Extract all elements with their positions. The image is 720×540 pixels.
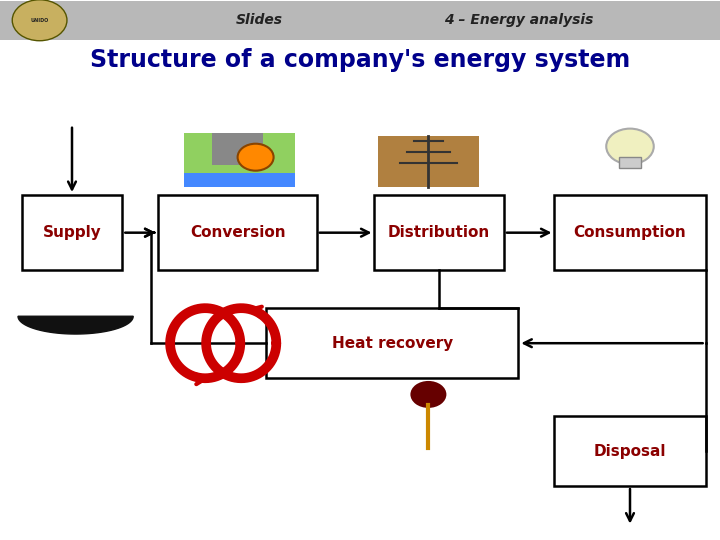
Text: UNIDO: UNIDO: [30, 18, 49, 23]
Text: Supply: Supply: [42, 225, 102, 240]
Circle shape: [238, 144, 274, 171]
Text: Slides: Slides: [235, 14, 283, 27]
Polygon shape: [18, 316, 133, 334]
Circle shape: [606, 129, 654, 164]
Bar: [554, 416, 706, 486]
Bar: [212, 133, 263, 165]
Text: Disposal: Disposal: [594, 443, 666, 458]
Text: 4 – Energy analysis: 4 – Energy analysis: [444, 14, 593, 27]
Bar: [619, 157, 641, 168]
Circle shape: [410, 381, 446, 408]
Bar: [184, 173, 295, 187]
Bar: [184, 133, 295, 187]
Bar: [554, 195, 706, 271]
Bar: [0, 1, 720, 39]
Text: Conversion: Conversion: [190, 225, 285, 240]
Bar: [378, 136, 479, 187]
Text: Heat recovery: Heat recovery: [332, 336, 453, 350]
Bar: [158, 195, 317, 271]
Bar: [374, 195, 504, 271]
Text: Distribution: Distribution: [388, 225, 490, 240]
Text: Consumption: Consumption: [574, 225, 686, 240]
Bar: [266, 308, 518, 378]
Circle shape: [12, 0, 67, 40]
Bar: [22, 195, 122, 271]
Text: Structure of a company's energy system: Structure of a company's energy system: [90, 48, 630, 72]
